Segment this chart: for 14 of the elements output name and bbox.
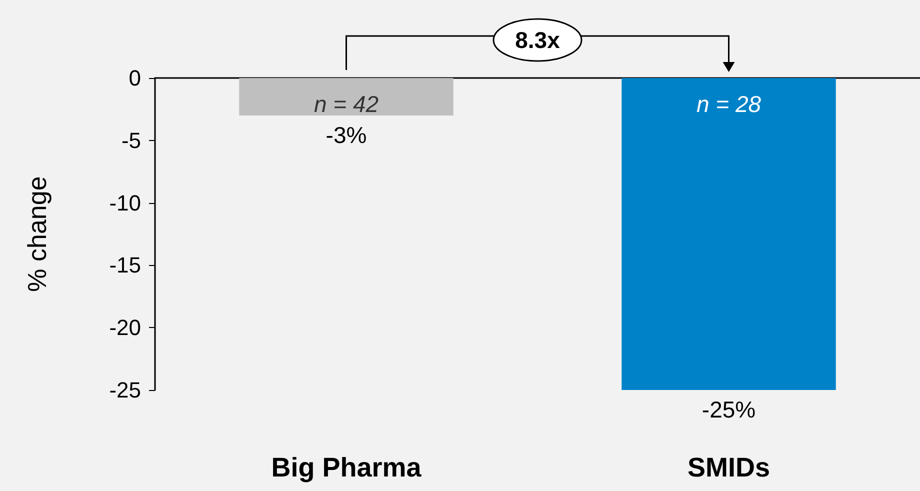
y-tick-label: -5 [121,128,141,153]
x-tick-label: Big Pharma [271,452,422,482]
annotation: n = 42 [314,91,379,117]
data-label: -3% [326,122,367,148]
y-tick-label: -15 [109,252,141,278]
y-tick-label: -20 [109,315,141,340]
text: 8.3x [515,27,560,53]
y-axis-title: % change [22,176,52,292]
x-tick-label: SMIDs [687,452,770,482]
y-tick-label: 0 [128,66,141,90]
data-label: -25% [702,396,756,422]
y-tick-label: -25 [109,378,141,402]
y-tick-label: -10 [109,190,141,216]
annotation: n = 28 [696,91,762,117]
